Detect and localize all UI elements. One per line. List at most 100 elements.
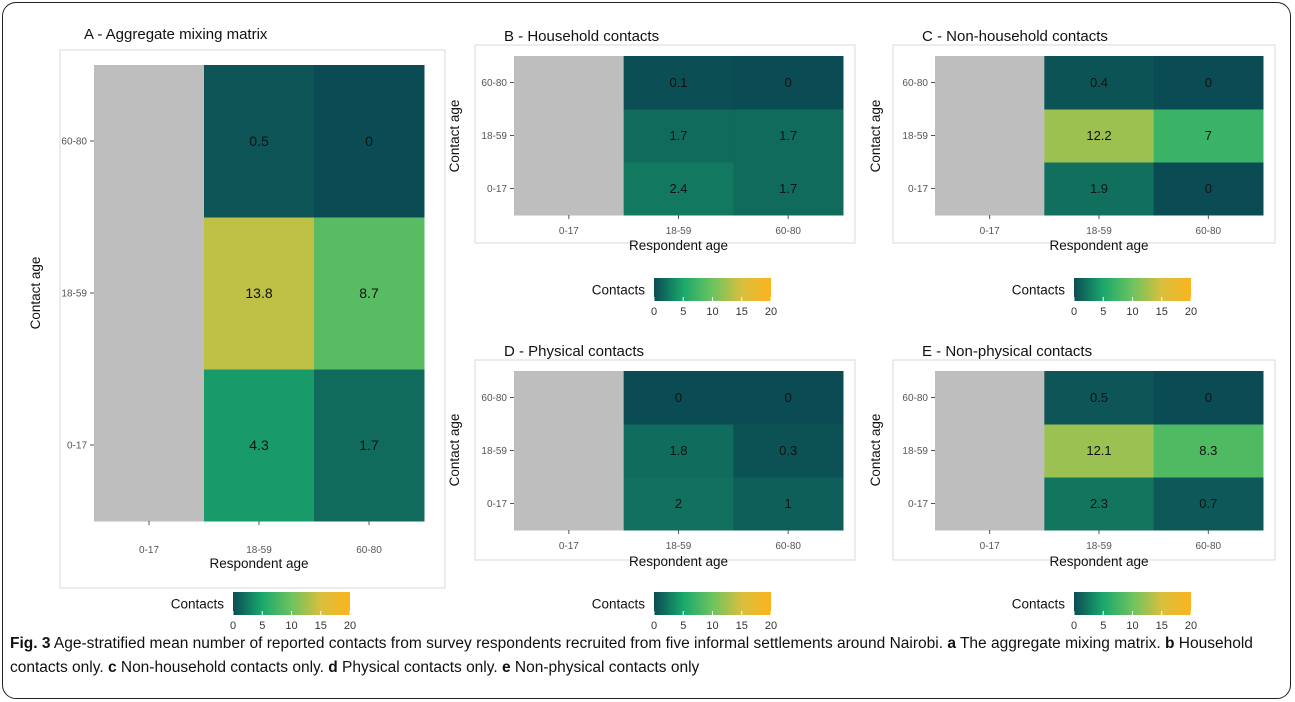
cell-value-label: 2.3 <box>1090 496 1108 511</box>
colorbar-tick-label: 5 <box>259 620 265 630</box>
cell-value-label: 0.5 <box>1090 390 1108 405</box>
heatmap-cell <box>1044 56 1155 110</box>
cell-value-label: 8.3 <box>1199 443 1217 458</box>
y-tick-label: 0-17 <box>908 184 928 195</box>
x-axis-label: Respondent age <box>209 556 308 571</box>
heatmap-cell <box>514 109 625 163</box>
panel-title: C - Non-household contacts <box>922 28 1108 45</box>
panel-d: D - Physical contacts 2 1 1.8 0.3 0 0 0-17 18-59… <box>447 343 856 630</box>
caption-bold-segment: Fig. 3 <box>10 635 51 652</box>
x-tick-label: 18-59 <box>1086 541 1112 552</box>
colorbar-tick-label: 15 <box>736 620 748 630</box>
colorbar-tick-label: 20 <box>1185 306 1197 318</box>
heatmap-cell <box>623 371 734 425</box>
heatmap-cell <box>514 371 625 425</box>
colorbar <box>233 592 350 615</box>
x-tick-label: 0-17 <box>559 541 579 552</box>
cell-value-label: 1.7 <box>669 128 687 143</box>
cell-value-label: 2.4 <box>669 181 687 196</box>
heatmap-cell <box>733 371 844 425</box>
colorbar-tick-label: 20 <box>1185 620 1197 630</box>
cell-value-label: 13.8 <box>245 285 272 301</box>
colorbar-tick-label: 20 <box>765 620 777 630</box>
x-tick-label: 60-80 <box>775 226 801 237</box>
caption-bold-segment: a <box>947 635 956 652</box>
y-tick-label: 60-80 <box>481 78 507 89</box>
cell-value-label: 0.1 <box>669 75 687 90</box>
colorbar <box>654 278 771 301</box>
heatmap-cell <box>204 369 315 522</box>
y-tick-label: 60-80 <box>902 78 928 89</box>
heatmap-cell <box>94 217 205 370</box>
x-tick-label: 60-80 <box>1196 541 1222 552</box>
x-axis-label: Respondent age <box>629 554 728 569</box>
colorbar-tick-label: 20 <box>344 620 356 630</box>
colorbar <box>1074 278 1191 301</box>
colorbar-tick-label: 0 <box>1071 306 1077 318</box>
caption-bold-segment: d <box>328 659 338 676</box>
colorbar-tick-label: 15 <box>736 306 748 318</box>
heatmap-cell <box>514 424 625 478</box>
y-tick-label: 18-59 <box>902 446 928 457</box>
heatmap-cell <box>314 369 425 522</box>
panel-title: B - Household contacts <box>504 28 659 45</box>
legend-title: Contacts <box>1012 597 1066 612</box>
colorbar <box>654 592 771 615</box>
heatmap-cell <box>1044 477 1155 531</box>
colorbar-tick-label: 15 <box>1156 620 1168 630</box>
colorbar-tick-label: 0 <box>1071 620 1077 630</box>
colorbar-legend: Contacts 0 5 10 15 20 <box>171 592 356 630</box>
y-tick-label: 60-80 <box>902 393 928 404</box>
heatmap-cell <box>1153 477 1264 531</box>
cell-value-label: 1 <box>785 496 792 511</box>
cell-value-label: 0 <box>1205 181 1212 196</box>
x-tick-label: 0-17 <box>980 541 1000 552</box>
legend-title: Contacts <box>1012 283 1066 298</box>
cell-value-label: 12.2 <box>1086 128 1111 143</box>
heatmap-cell <box>935 56 1045 110</box>
caption-text-segment: Age-stratified mean number of reported c… <box>50 635 948 652</box>
heatmap-cell <box>623 56 734 110</box>
colorbar-tick-label: 10 <box>706 306 718 318</box>
heatmap-cell <box>733 477 844 531</box>
heatmap-cell <box>204 65 315 218</box>
heatmap-cell <box>623 109 734 163</box>
heatmap-cell <box>1153 424 1264 478</box>
panel-title: D - Physical contacts <box>504 343 644 360</box>
heatmap-cell <box>935 162 1045 216</box>
heatmap-cell <box>623 477 734 531</box>
y-tick-label: 0-17 <box>487 499 507 510</box>
colorbar-tick-label: 5 <box>1100 620 1106 630</box>
y-tick-label: 0-17 <box>67 441 87 452</box>
colorbar-tick-label: 20 <box>765 306 777 318</box>
y-tick-label: 18-59 <box>481 446 507 457</box>
panel-c: C - Non-household contacts 1.9 0 12.2 7 0.4 0 0… <box>868 28 1276 318</box>
cell-value-label: 0 <box>1205 390 1212 405</box>
heatmap-cell <box>1153 162 1264 216</box>
colorbar-tick-label: 0 <box>651 306 657 318</box>
caption-text-segment: Physical contacts only. <box>337 659 502 676</box>
heatmap-cell <box>623 162 734 216</box>
y-tick-label: 18-59 <box>481 131 507 142</box>
caption-text-segment: Non-household contacts only. <box>116 659 329 676</box>
y-axis-label: Contact age <box>868 100 883 173</box>
cell-value-label: 1.7 <box>779 128 797 143</box>
y-axis-label: Contact age <box>447 100 462 173</box>
x-tick-label: 18-59 <box>1086 226 1112 237</box>
colorbar-tick-label: 5 <box>1100 306 1106 318</box>
colorbar <box>1074 592 1191 615</box>
caption-text-segment: Non-physical contacts only <box>510 659 700 676</box>
cell-value-label: 1.8 <box>669 443 687 458</box>
colorbar-legend: Contacts 0 5 10 15 20 <box>592 278 777 318</box>
cell-value-label: 2 <box>675 496 682 511</box>
cell-value-label: 7 <box>1205 128 1212 143</box>
panel-b: B - Household contacts 2.4 1.7 1.7 1.7 0.1 0 0-… <box>447 28 856 318</box>
colorbar-tick-label: 10 <box>1126 306 1138 318</box>
y-axis-label: Contact age <box>868 414 883 487</box>
figure-canvas: A - Aggregate mixing matrix 4.3 1.7 13.8 8.7… <box>28 26 1276 630</box>
heatmap-cell <box>1044 162 1155 216</box>
y-tick-label: 60-80 <box>61 137 87 148</box>
heatmap-cell <box>1153 56 1264 110</box>
x-tick-label: 18-59 <box>666 226 692 237</box>
